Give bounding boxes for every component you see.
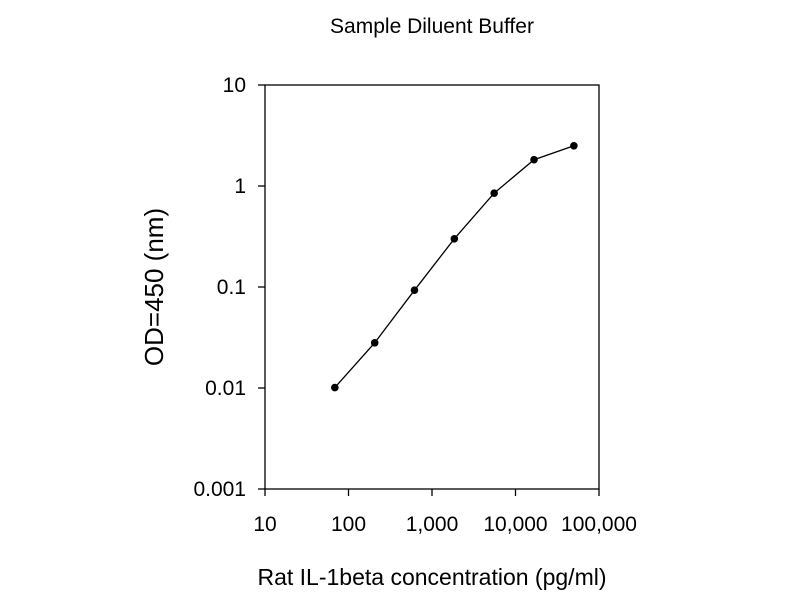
series-line	[334, 145, 575, 389]
data-point	[490, 189, 498, 197]
x-tick-label: 1,000	[406, 513, 459, 536]
x-axis: 10 100 1,000 10,000 100,000	[253, 489, 637, 536]
chart-title: Sample Diluent Buffer	[330, 15, 534, 38]
plot-frame	[264, 84, 600, 490]
x-tick-label: 100,000	[561, 513, 637, 536]
y-tick-label: 1	[234, 175, 246, 198]
y-tick-label: 0.1	[217, 276, 246, 299]
y-axis-title: OD=450 (nm)	[139, 208, 169, 366]
y-tick-label: 0.001	[193, 478, 246, 501]
y-axis: 0.001 0.01 0.1 1 10	[193, 74, 265, 501]
data-point	[331, 383, 339, 392]
y-tick-label: 10	[223, 74, 246, 97]
data-point	[370, 339, 379, 347]
data-point	[530, 155, 538, 164]
x-tick-label: 10,000	[483, 513, 547, 536]
series-layer	[331, 142, 578, 392]
x-tick-label: 100	[331, 513, 366, 536]
y-tick-label: 0.01	[205, 377, 246, 400]
x-tick-label: 10	[253, 513, 276, 536]
data-point	[410, 286, 419, 294]
data-point	[570, 142, 578, 150]
x-axis-title: Rat IL-1beta concentration (pg/ml)	[257, 564, 606, 590]
data-point	[450, 235, 459, 243]
